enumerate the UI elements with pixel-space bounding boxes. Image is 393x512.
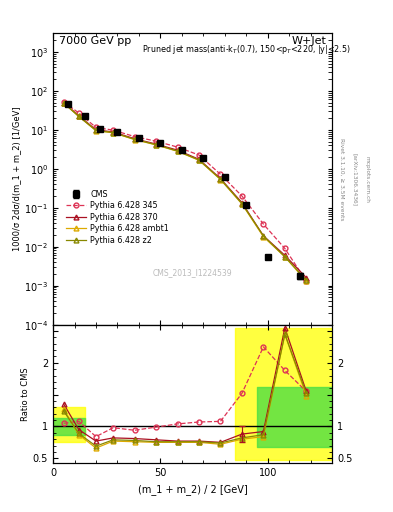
Pythia 6.428 370 [94, 127, 98, 133]
Pythia 6.428 345 [154, 138, 158, 144]
Pythia 6.428 z2 [240, 201, 244, 207]
Pythia 6.428 345 [77, 110, 81, 116]
Pythia 6.428 345 [240, 193, 244, 199]
Text: Pruned jet mass(anti-k$_T$(0.7), 150<p$_T$<220, |y|<2.5): Pruned jet mass(anti-k$_T$(0.7), 150<p$_… [142, 44, 351, 56]
X-axis label: (m_1 + m_2) / 2 [GeV]: (m_1 + m_2) / 2 [GeV] [138, 484, 248, 495]
Line: Pythia 6.428 ambt1: Pythia 6.428 ambt1 [61, 100, 309, 284]
Pythia 6.428 ambt1 [94, 127, 98, 134]
Pythia 6.428 z2 [111, 130, 116, 136]
Pythia 6.428 ambt1 [218, 177, 223, 183]
Pythia 6.428 z2 [61, 100, 66, 106]
Text: CMS_2013_I1224539: CMS_2013_I1224539 [153, 268, 232, 276]
Pythia 6.428 345 [218, 171, 223, 177]
Pythia 6.428 370 [132, 136, 137, 142]
Pythia 6.428 z2 [175, 148, 180, 154]
Line: Pythia 6.428 z2: Pythia 6.428 z2 [61, 101, 309, 283]
Pythia 6.428 370 [61, 99, 66, 105]
Pythia 6.428 345 [261, 221, 266, 227]
Pythia 6.428 345 [94, 124, 98, 131]
Pythia 6.428 345 [283, 245, 287, 251]
Pythia 6.428 370 [304, 274, 309, 281]
Pythia 6.428 ambt1 [132, 137, 137, 143]
Pythia 6.428 z2 [132, 136, 137, 142]
Pythia 6.428 ambt1 [304, 278, 309, 284]
Pythia 6.428 z2 [196, 157, 201, 163]
Pythia 6.428 370 [175, 147, 180, 153]
Pythia 6.428 ambt1 [196, 157, 201, 163]
Pythia 6.428 370 [240, 200, 244, 206]
Pythia 6.428 370 [154, 141, 158, 147]
Pythia 6.428 z2 [154, 142, 158, 148]
Text: W+Jet: W+Jet [292, 36, 327, 46]
Pythia 6.428 ambt1 [61, 100, 66, 106]
Line: Pythia 6.428 370: Pythia 6.428 370 [61, 100, 309, 280]
Text: [arXiv:1306.3436]: [arXiv:1306.3436] [352, 153, 357, 206]
Pythia 6.428 ambt1 [261, 233, 266, 240]
Y-axis label: 1000/σ 2dσ/d(m_1 + m_2) [1/GeV]: 1000/σ 2dσ/d(m_1 + m_2) [1/GeV] [12, 106, 21, 251]
Pythia 6.428 345 [132, 134, 137, 140]
Text: mcplots.cern.ch: mcplots.cern.ch [365, 156, 370, 203]
Pythia 6.428 z2 [94, 127, 98, 134]
Pythia 6.428 370 [77, 113, 81, 119]
Pythia 6.428 ambt1 [154, 142, 158, 148]
Y-axis label: Ratio to CMS: Ratio to CMS [21, 367, 30, 421]
Pythia 6.428 345 [196, 152, 201, 158]
Pythia 6.428 ambt1 [283, 254, 287, 260]
Pythia 6.428 ambt1 [111, 130, 116, 136]
Pythia 6.428 370 [261, 233, 266, 239]
Pythia 6.428 370 [111, 129, 116, 135]
Pythia 6.428 370 [218, 176, 223, 182]
Pythia 6.428 z2 [77, 113, 81, 119]
Pythia 6.428 z2 [304, 277, 309, 283]
Pythia 6.428 370 [196, 156, 201, 162]
Pythia 6.428 ambt1 [240, 201, 244, 207]
Line: Pythia 6.428 345: Pythia 6.428 345 [61, 99, 309, 284]
Text: 7000 GeV pp: 7000 GeV pp [59, 36, 131, 46]
Pythia 6.428 345 [175, 144, 180, 150]
Pythia 6.428 z2 [218, 176, 223, 182]
Pythia 6.428 370 [283, 252, 287, 259]
Pythia 6.428 ambt1 [175, 148, 180, 155]
Pythia 6.428 345 [304, 278, 309, 284]
Pythia 6.428 z2 [261, 233, 266, 239]
Pythia 6.428 345 [61, 99, 66, 105]
Pythia 6.428 ambt1 [77, 113, 81, 119]
Text: Rivet 3.1.10, ≥ 3.5M events: Rivet 3.1.10, ≥ 3.5M events [339, 138, 344, 221]
Pythia 6.428 345 [111, 127, 116, 133]
Pythia 6.428 z2 [283, 254, 287, 260]
Legend: CMS, Pythia 6.428 345, Pythia 6.428 370, Pythia 6.428 ambt1, Pythia 6.428 z2: CMS, Pythia 6.428 345, Pythia 6.428 370,… [62, 187, 172, 248]
